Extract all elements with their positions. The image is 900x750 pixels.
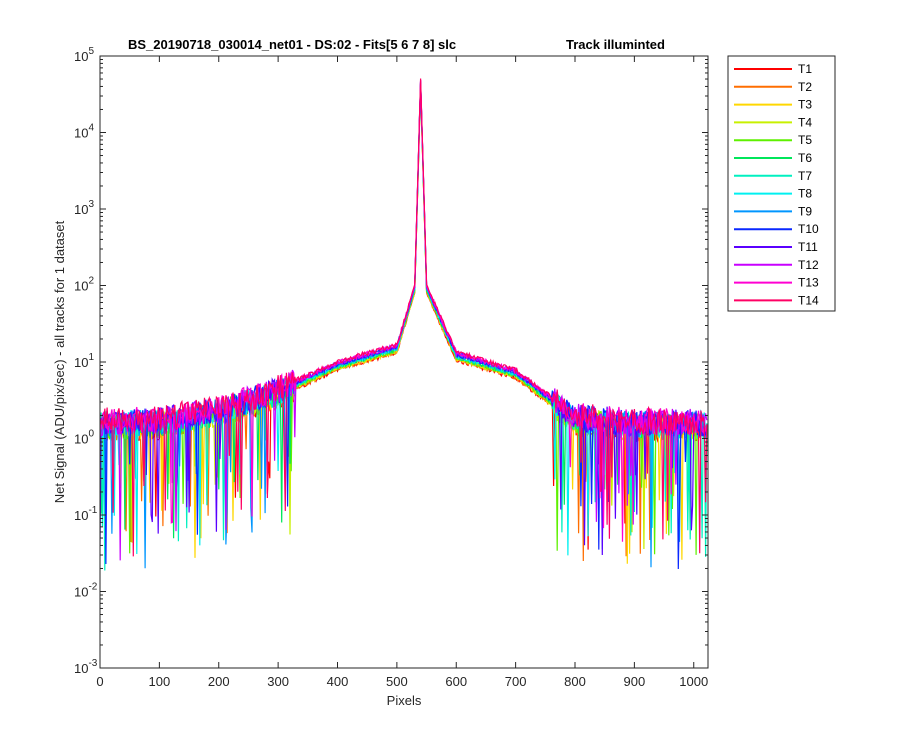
legend-label: T2 — [798, 80, 812, 94]
legend-item: T2 — [734, 80, 812, 94]
legend-label: T1 — [798, 62, 812, 76]
y-tick-base: 10 — [74, 432, 88, 447]
y-tick-base: 10 — [74, 355, 88, 370]
y-tick-exponent: 5 — [88, 46, 94, 57]
y-tick-label: 104 — [74, 123, 94, 141]
legend-item: T14 — [734, 293, 819, 307]
y-tick-label: 102 — [74, 276, 94, 294]
legend-item: T12 — [734, 258, 819, 272]
y-tick-exponent: 2 — [88, 276, 94, 287]
legend-label: T11 — [798, 240, 818, 254]
legend-item: T6 — [734, 151, 812, 165]
y-tick-exponent: -1 — [88, 505, 97, 516]
chart-title-left: BS_20190718_030014_net01 - DS:02 - Fits[… — [128, 37, 456, 52]
plot-frame — [99, 55, 709, 669]
y-axis-label: Net Signal (ADU/pix/sec) - all tracks fo… — [52, 220, 67, 503]
x-axis: 0 100 200 300 400 500 600 700 800 900 1000 — [96, 56, 708, 689]
legend-item: T7 — [734, 169, 812, 183]
y-tick-base: 10 — [74, 661, 88, 676]
chart-title-right: Track illuminted — [566, 37, 665, 52]
y-tick-base: 10 — [74, 585, 88, 600]
y-tick-label: 100 — [74, 429, 94, 447]
y-tick-base: 10 — [74, 279, 88, 294]
y-tick-base: 10 — [74, 202, 88, 217]
legend-item: T9 — [734, 204, 812, 218]
y-tick-exponent: -2 — [88, 582, 97, 593]
x-tick-label: 400 — [327, 674, 349, 689]
legend-label: T5 — [798, 133, 812, 147]
x-tick-label: 700 — [505, 674, 527, 689]
x-tick-label: 900 — [624, 674, 646, 689]
legend-label: T13 — [798, 276, 819, 290]
legend-item: T1 — [734, 62, 812, 76]
y-tick-label: 101 — [74, 352, 94, 370]
y-tick-label: 103 — [74, 199, 94, 217]
legend-label: T4 — [798, 115, 812, 129]
legend-item: T10 — [734, 222, 819, 236]
legend-item: T4 — [734, 115, 812, 129]
x-tick-label: 0 — [96, 674, 103, 689]
legend-item: T13 — [734, 276, 819, 290]
legend-label: T14 — [798, 293, 819, 307]
legend-box — [727, 55, 836, 312]
series-line-T14 — [100, 78, 708, 557]
y-tick-label: 10-1 — [74, 505, 98, 523]
y-tick-base: 10 — [74, 508, 88, 523]
legend-label: T3 — [798, 98, 812, 112]
legend-item: T11 — [734, 240, 818, 254]
y-tick-exponent: 0 — [88, 429, 94, 440]
x-tick-label: 1000 — [679, 674, 708, 689]
legend-label: T6 — [798, 151, 812, 165]
x-tick-label: 600 — [445, 674, 467, 689]
y-tick-label: 105 — [74, 46, 94, 64]
legend-label: T12 — [798, 258, 819, 272]
legend-label: T8 — [798, 187, 812, 201]
legend-item: T3 — [734, 98, 812, 112]
legend-label: T10 — [798, 222, 819, 236]
x-axis-label: Pixels — [387, 693, 422, 708]
x-tick-label: 100 — [149, 674, 171, 689]
y-tick-label: 10-3 — [74, 658, 98, 676]
x-tick-label: 800 — [564, 674, 586, 689]
y-tick-base: 10 — [74, 126, 88, 141]
y-tick-base: 10 — [74, 49, 88, 64]
y-tick-exponent: -3 — [88, 658, 97, 669]
x-tick-label: 500 — [386, 674, 408, 689]
legend: T1 T2 T3 T4 T5 T6 T7 T8 T9 T10 T11 T12 T13 T14 — [727, 55, 836, 312]
y-tick-exponent: 3 — [88, 199, 94, 210]
legend-item: T5 — [734, 133, 812, 147]
legend-item: T8 — [734, 187, 812, 201]
y-tick-exponent: 1 — [88, 352, 94, 363]
legend-label: T9 — [798, 204, 812, 218]
plot-traces — [100, 78, 708, 571]
legend-label: T7 — [798, 169, 812, 183]
x-tick-label: 200 — [208, 674, 230, 689]
y-tick-exponent: 4 — [88, 123, 94, 134]
y-tick-label: 10-2 — [74, 582, 98, 600]
x-tick-label: 300 — [267, 674, 289, 689]
